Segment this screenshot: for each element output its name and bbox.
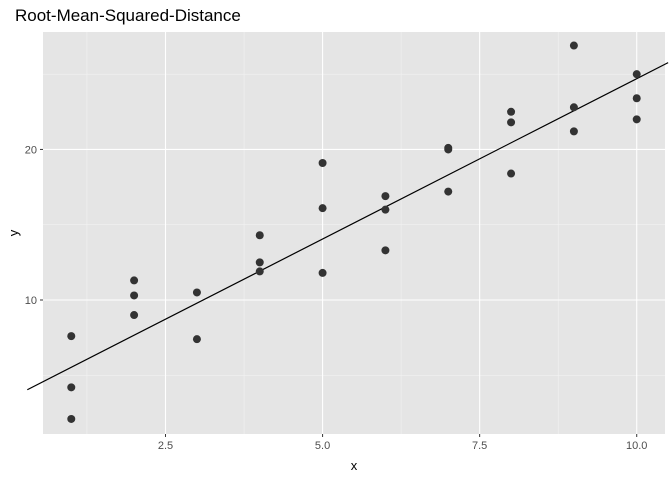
data-point xyxy=(67,383,76,392)
x-tick-label: 10.0 xyxy=(626,440,647,452)
data-point xyxy=(318,158,327,167)
data-point xyxy=(67,414,76,423)
data-point xyxy=(130,291,139,300)
x-tick-label: 7.5 xyxy=(472,440,487,452)
data-point xyxy=(632,115,641,124)
data-point xyxy=(255,258,264,267)
data-point xyxy=(444,145,453,154)
y-axis-label: y xyxy=(6,229,21,236)
data-point xyxy=(507,169,516,178)
axis-ticks: 2.5 5.0 7.5 10.0 10 20 xyxy=(25,144,648,452)
data-point xyxy=(632,94,641,103)
data-point xyxy=(569,127,578,136)
data-point xyxy=(130,276,139,285)
data-point xyxy=(255,231,264,240)
data-point xyxy=(507,107,516,116)
data-point xyxy=(507,118,516,127)
data-point xyxy=(381,192,390,201)
y-tick-label: 20 xyxy=(25,144,37,156)
y-tick-label: 10 xyxy=(25,295,37,307)
x-axis-label: x xyxy=(351,458,358,473)
data-point xyxy=(192,335,201,344)
plot-panel xyxy=(43,32,665,434)
data-point xyxy=(67,332,76,341)
data-point xyxy=(632,70,641,79)
data-point xyxy=(318,268,327,277)
regression-line xyxy=(27,62,669,391)
data-points xyxy=(67,41,641,423)
data-point xyxy=(569,103,578,112)
data-point xyxy=(569,41,578,50)
x-tick-label: 5.0 xyxy=(315,440,330,452)
chart-title: Root-Mean-Squared-Distance xyxy=(15,6,241,25)
x-tick-label: 2.5 xyxy=(158,440,173,452)
data-point xyxy=(381,246,390,255)
data-point xyxy=(192,288,201,297)
data-point xyxy=(255,267,264,276)
data-point xyxy=(130,311,139,320)
data-point xyxy=(381,205,390,214)
data-point xyxy=(444,187,453,196)
data-point xyxy=(318,204,327,213)
